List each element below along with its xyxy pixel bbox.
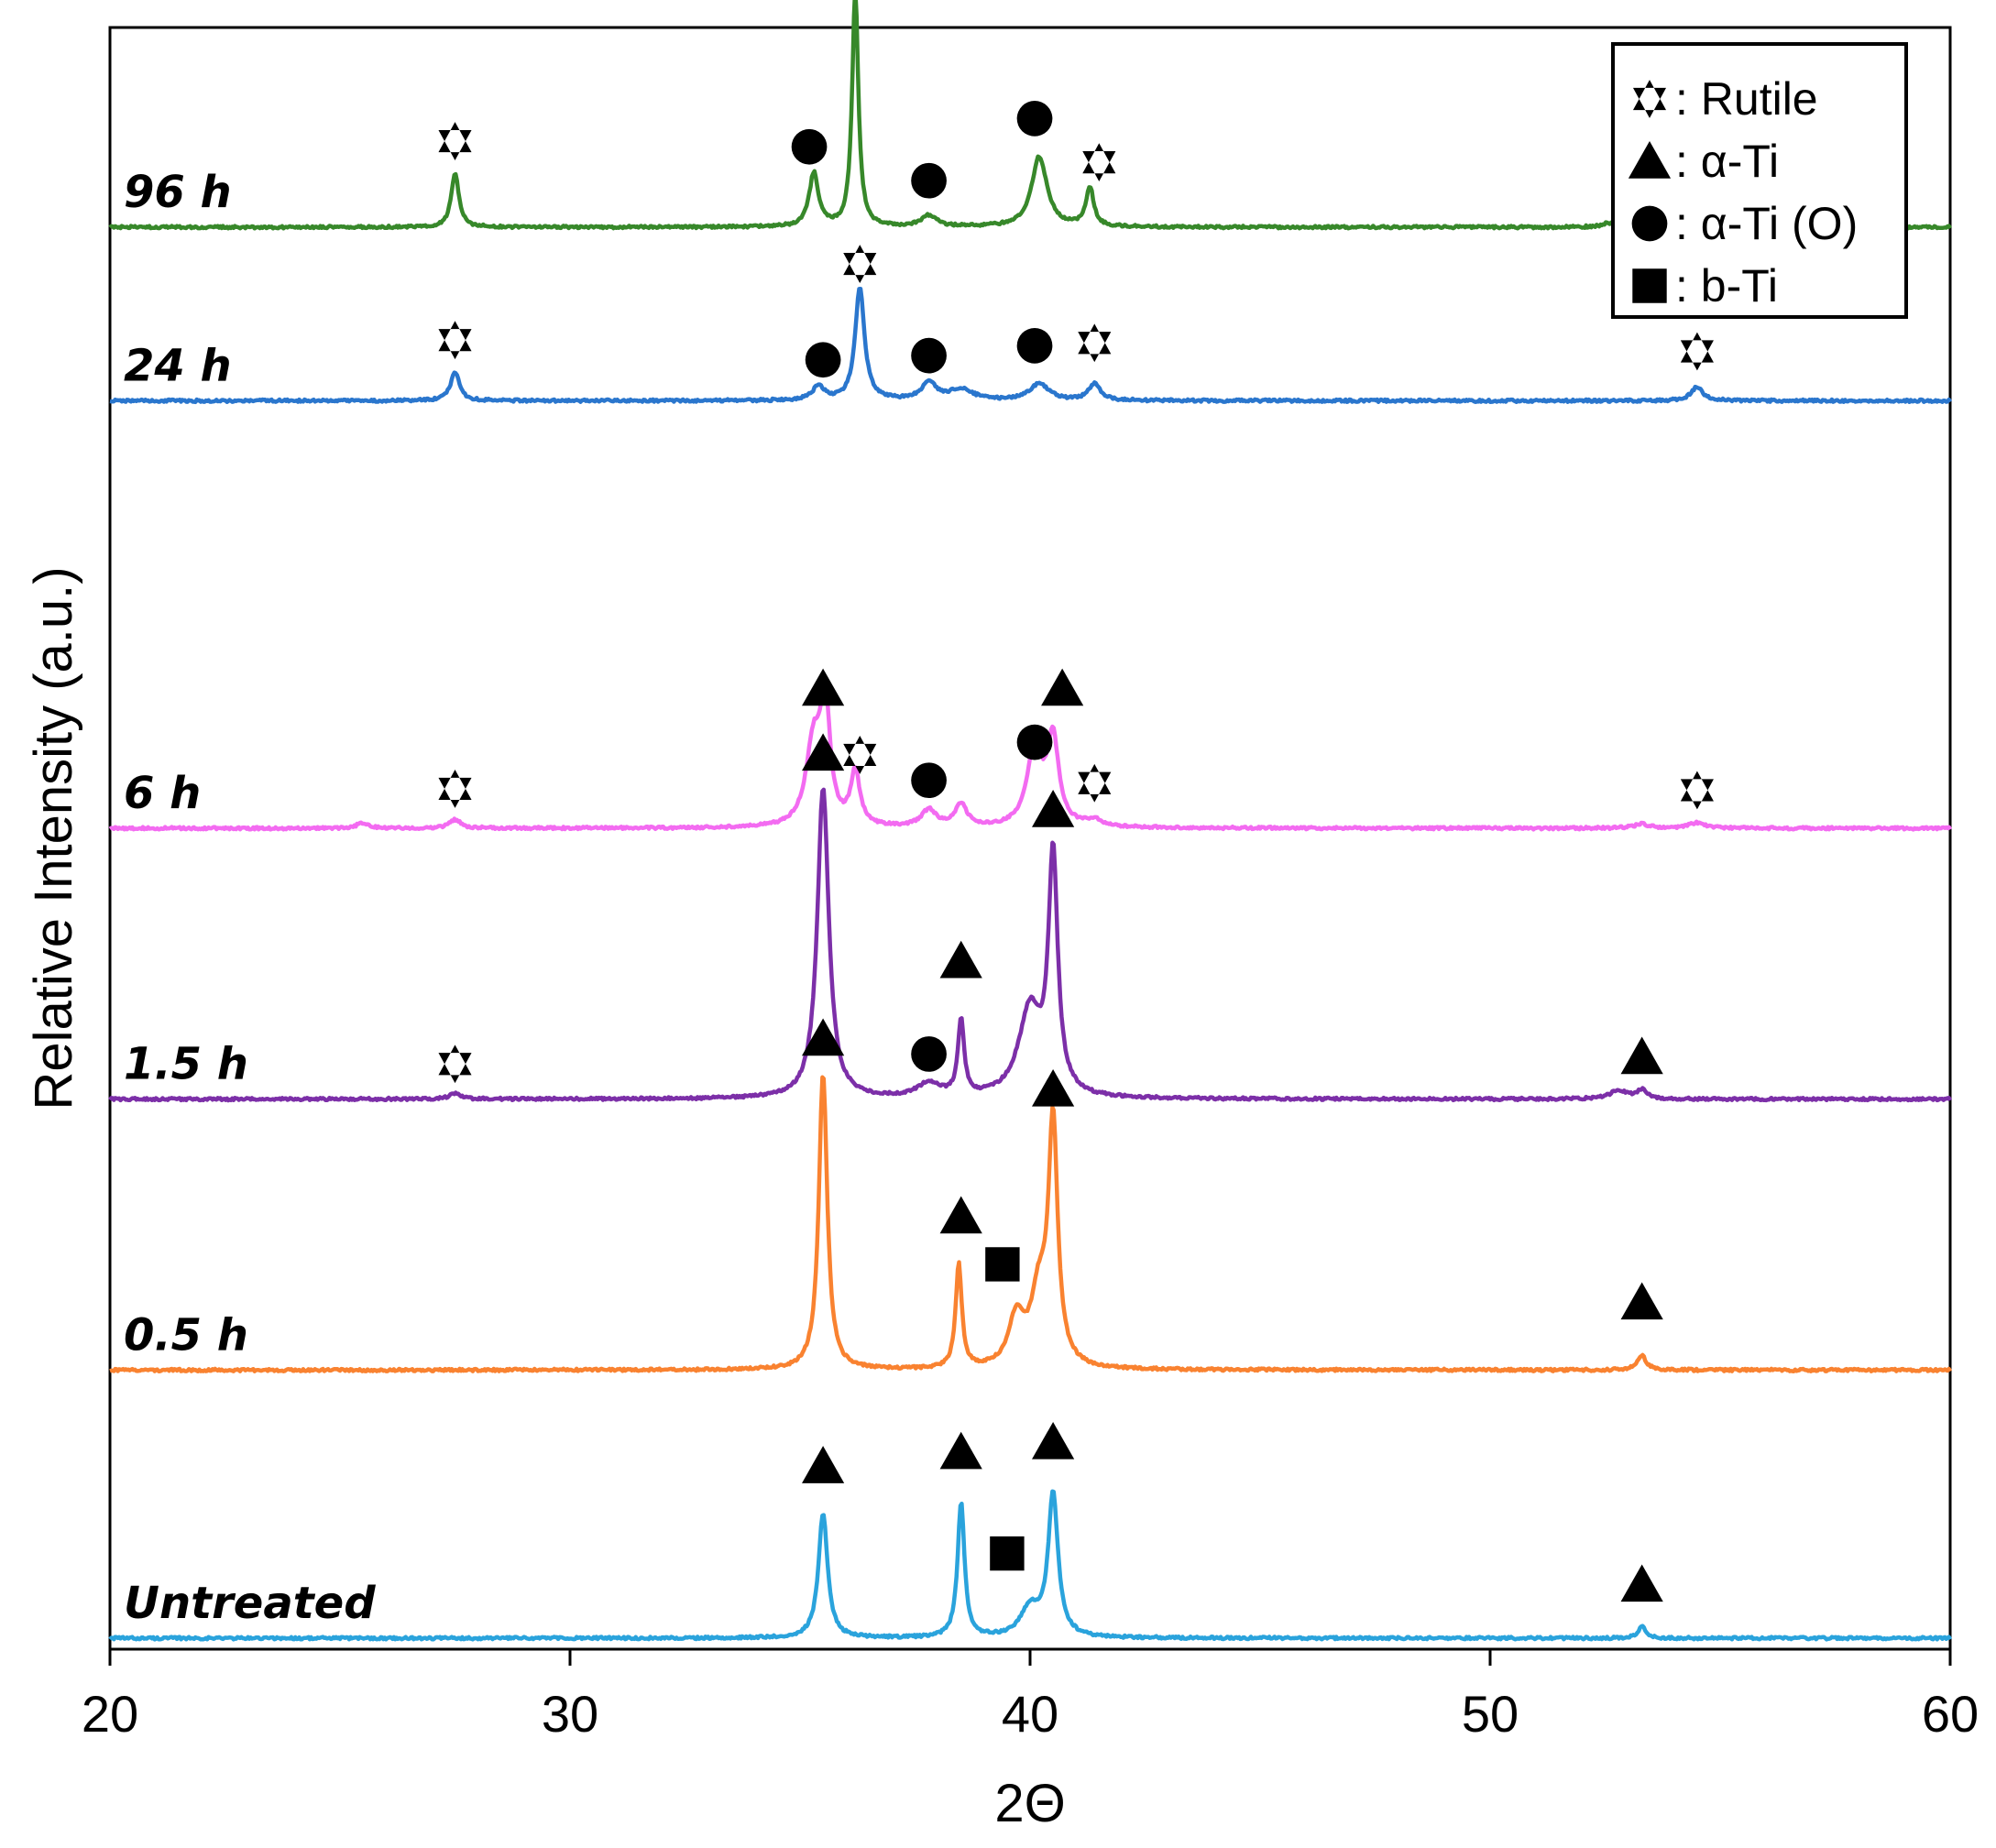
peak-marker-triangle	[1041, 668, 1084, 706]
x-tick-label: 30	[542, 1685, 598, 1743]
peak-marker-star	[438, 321, 472, 360]
x-tick-label: 50	[1462, 1685, 1519, 1743]
peak-marker-star	[438, 122, 472, 160]
legend-entry-label: : α-Ti	[1675, 136, 1779, 187]
peak-marker-star	[1078, 763, 1112, 803]
peak-marker-star	[1680, 332, 1714, 371]
peak-marker-triangle	[1620, 1564, 1663, 1602]
peak-marker-triangle	[802, 1018, 845, 1056]
series-label: Untreated	[124, 1578, 376, 1629]
series-line	[108, 1489, 1952, 1642]
peak-marker-circle	[911, 762, 947, 799]
peak-marker-star	[843, 736, 877, 774]
series-labels: Untreated 0.5 h 1.5 h 6 h 24 h 96 h	[124, 167, 376, 1629]
peak-marker-triangle	[1620, 1282, 1663, 1320]
legend: : Rutile : α-Ti : α-Ti (O) : b-Ti	[1611, 42, 1908, 319]
peak-marker-triangle	[802, 1446, 845, 1483]
x-axis: 20 30 40 50 60	[82, 1649, 1979, 1743]
peak-marker-star	[1082, 143, 1116, 182]
peak-marker-circle	[1016, 724, 1053, 760]
series-line	[109, 1075, 1952, 1373]
legend-marker-square	[1632, 268, 1667, 303]
peak-marker-triangle	[802, 668, 845, 706]
peak-marker-triangle	[939, 940, 982, 979]
series-label: 0.5 h	[124, 1309, 248, 1361]
peak-marker-circle	[911, 1036, 947, 1072]
peak-marker-triangle	[1032, 1421, 1075, 1460]
series-label: 1.5 h	[124, 1039, 248, 1090]
legend-marker-circle	[1631, 205, 1668, 242]
peak-marker-square	[985, 1247, 1020, 1282]
peak-marker-circle	[911, 162, 947, 199]
series-line	[108, 787, 1952, 1103]
peak-marker-triangle	[939, 1196, 982, 1234]
peak-marker-triangle	[802, 733, 845, 771]
series-line	[109, 286, 1952, 405]
legend-marker-triangle	[1628, 141, 1672, 179]
peak-marker-circle	[1016, 328, 1053, 364]
x-tick-label: 60	[1922, 1685, 1979, 1743]
peak-marker-circle	[911, 337, 947, 374]
peak-marker-star	[438, 1044, 472, 1084]
legend-entry-label: : b-Ti	[1675, 260, 1778, 312]
peak-marker-star	[843, 245, 877, 283]
peak-marker-square	[990, 1536, 1025, 1571]
legend-entry-label: : Rutile	[1675, 73, 1818, 125]
peak-annotations	[438, 101, 1714, 1602]
peak-marker-triangle	[1620, 1036, 1663, 1075]
peak-marker-circle	[791, 128, 828, 165]
series-label: 24 h	[124, 340, 232, 391]
x-tick-label: 40	[1002, 1685, 1058, 1743]
legend-entry-label: : α-Ti (O)	[1675, 198, 1858, 249]
y-axis-title: Relative Intensity (a.u.)	[24, 566, 83, 1110]
peak-marker-triangle	[939, 1431, 982, 1470]
series-label: 96 h	[124, 167, 232, 218]
x-axis-title: 2Θ	[994, 1774, 1065, 1833]
peak-marker-star	[438, 770, 472, 808]
peak-marker-star	[1078, 323, 1112, 363]
peak-marker-circle	[1016, 101, 1053, 137]
peak-marker-triangle	[1032, 1068, 1075, 1107]
peak-marker-circle	[805, 342, 841, 378]
series-label: 6 h	[124, 768, 201, 819]
peak-marker-star	[1680, 771, 1714, 810]
peak-marker-triangle	[1032, 790, 1075, 827]
x-tick-label: 20	[82, 1685, 138, 1743]
legend-marker-star	[1632, 80, 1667, 118]
